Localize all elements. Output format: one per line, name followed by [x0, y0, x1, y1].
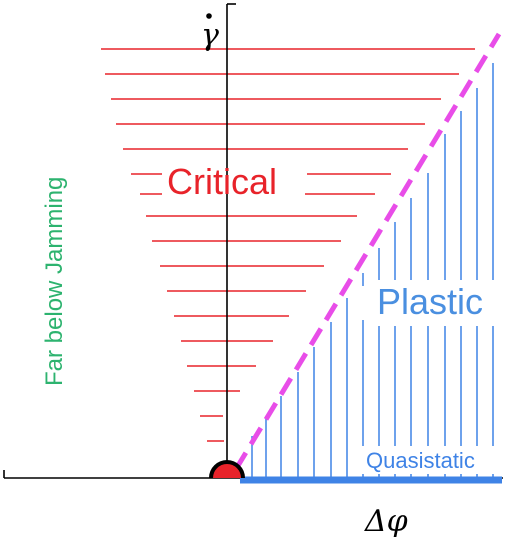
far-below-jamming-label: Far below Jamming [41, 177, 68, 386]
critical-region-label: Critical [167, 161, 277, 202]
critical-region-hatching [101, 48, 475, 442]
quasistatic-label-mask [362, 446, 502, 474]
gamma-dot-accent [206, 13, 212, 19]
jamming-point [209, 460, 245, 479]
jamming-point-outline [209, 460, 245, 479]
y-axis-label-text: γ [201, 18, 219, 53]
plastic-region-label: Plastic [377, 281, 483, 322]
plastic-label-mask [373, 280, 501, 326]
x-axis-label: Δφ [364, 504, 408, 539]
quasistatic-label: Quasistatic [366, 448, 475, 473]
critical-label-mask [163, 158, 305, 204]
plastic-region-hatching [251, 63, 494, 478]
boundary-dashed-line [233, 32, 502, 471]
y-axis-label: γ [201, 13, 219, 53]
